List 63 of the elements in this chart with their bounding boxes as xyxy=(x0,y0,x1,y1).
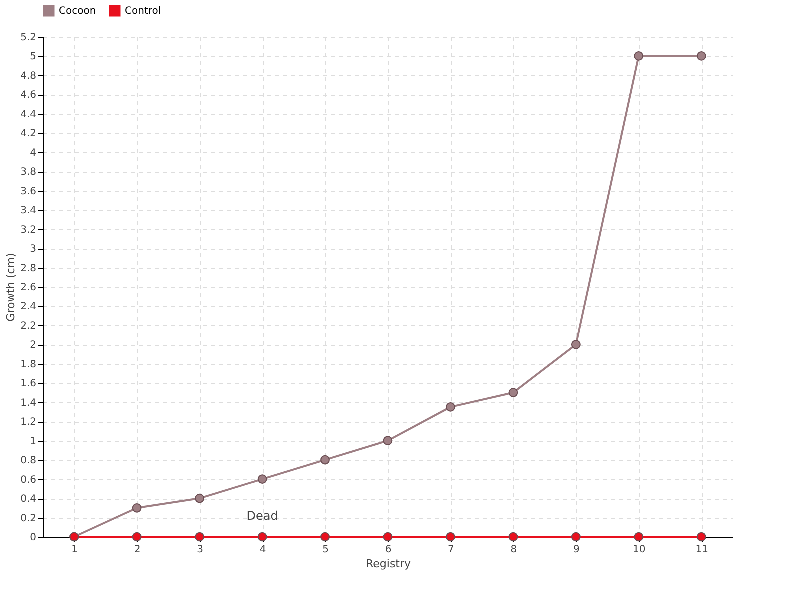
x-tick-label: 8 xyxy=(510,544,518,556)
point xyxy=(446,402,456,412)
point xyxy=(320,455,330,465)
point xyxy=(132,532,142,542)
x-axis-title: Registry xyxy=(366,558,412,570)
point xyxy=(320,532,330,542)
y-tick-label: 2.8 xyxy=(20,263,36,274)
point xyxy=(383,436,393,446)
point xyxy=(508,388,518,398)
y-tick-label: 0.4 xyxy=(20,494,36,506)
x-tick-label: 3 xyxy=(197,544,204,556)
point xyxy=(258,532,268,542)
y-tick-label: 5 xyxy=(30,52,36,63)
point xyxy=(572,340,581,350)
y-tick-label: 0.8 xyxy=(20,456,36,467)
point xyxy=(696,532,706,542)
y-tick-label: 3.6 xyxy=(20,186,36,198)
y-tick-label: 4 xyxy=(30,148,36,159)
y-tick-label: 0.6 xyxy=(20,474,36,486)
x-tick-label: 1 xyxy=(72,544,78,556)
x-tick-label: 4 xyxy=(260,544,266,556)
point xyxy=(258,474,268,484)
y-tick-label: 2.4 xyxy=(20,302,36,313)
point xyxy=(132,503,142,513)
point xyxy=(572,532,581,542)
annotation: Dead xyxy=(246,509,278,523)
y-tick-label: 2 xyxy=(30,340,36,352)
x-tick-label: 5 xyxy=(322,544,329,556)
y-axis-title: Growth (cm) xyxy=(4,253,18,322)
legend-label: Cocoon xyxy=(59,6,96,17)
y-tick-label: 2.6 xyxy=(20,282,36,294)
y-tick-label: 0.2 xyxy=(20,513,36,524)
point xyxy=(195,532,204,542)
legend-label: Control xyxy=(125,6,162,17)
x-tick-label: 2 xyxy=(134,544,141,556)
x-tick-label: 7 xyxy=(448,544,454,556)
point xyxy=(696,52,706,61)
y-tick-label: 3 xyxy=(30,244,36,256)
point xyxy=(634,52,644,61)
point xyxy=(195,494,204,504)
y-tick-label: 2.2 xyxy=(20,320,36,332)
y-tick-label: 1.6 xyxy=(20,378,36,390)
y-tick-label: 4.6 xyxy=(20,90,36,102)
x-tick-label: 11 xyxy=(696,544,709,556)
y-tick-label: 1.2 xyxy=(20,417,36,428)
y-tick-label: 1 xyxy=(30,436,36,448)
y-tick-label: 3.2 xyxy=(20,224,36,236)
y-tick-label: 3.4 xyxy=(20,206,36,217)
y-tick-label: 1.4 xyxy=(20,398,36,409)
y-tick-label: 4.4 xyxy=(20,109,36,120)
x-tick-label: 10 xyxy=(633,544,646,556)
y-tick-label: 0 xyxy=(30,532,36,544)
x-tick-label: 6 xyxy=(385,544,392,556)
y-tick-label: 5.2 xyxy=(20,32,36,44)
y-tick-label: 1.8 xyxy=(20,359,36,370)
point xyxy=(508,532,518,542)
point xyxy=(634,532,644,542)
x-tick-label: 9 xyxy=(573,544,580,556)
y-tick-label: 4.2 xyxy=(20,128,36,140)
point xyxy=(383,532,393,542)
y-tick-label: 4.8 xyxy=(20,70,36,82)
y-tick-label: 3.8 xyxy=(20,167,36,178)
point xyxy=(446,532,456,542)
